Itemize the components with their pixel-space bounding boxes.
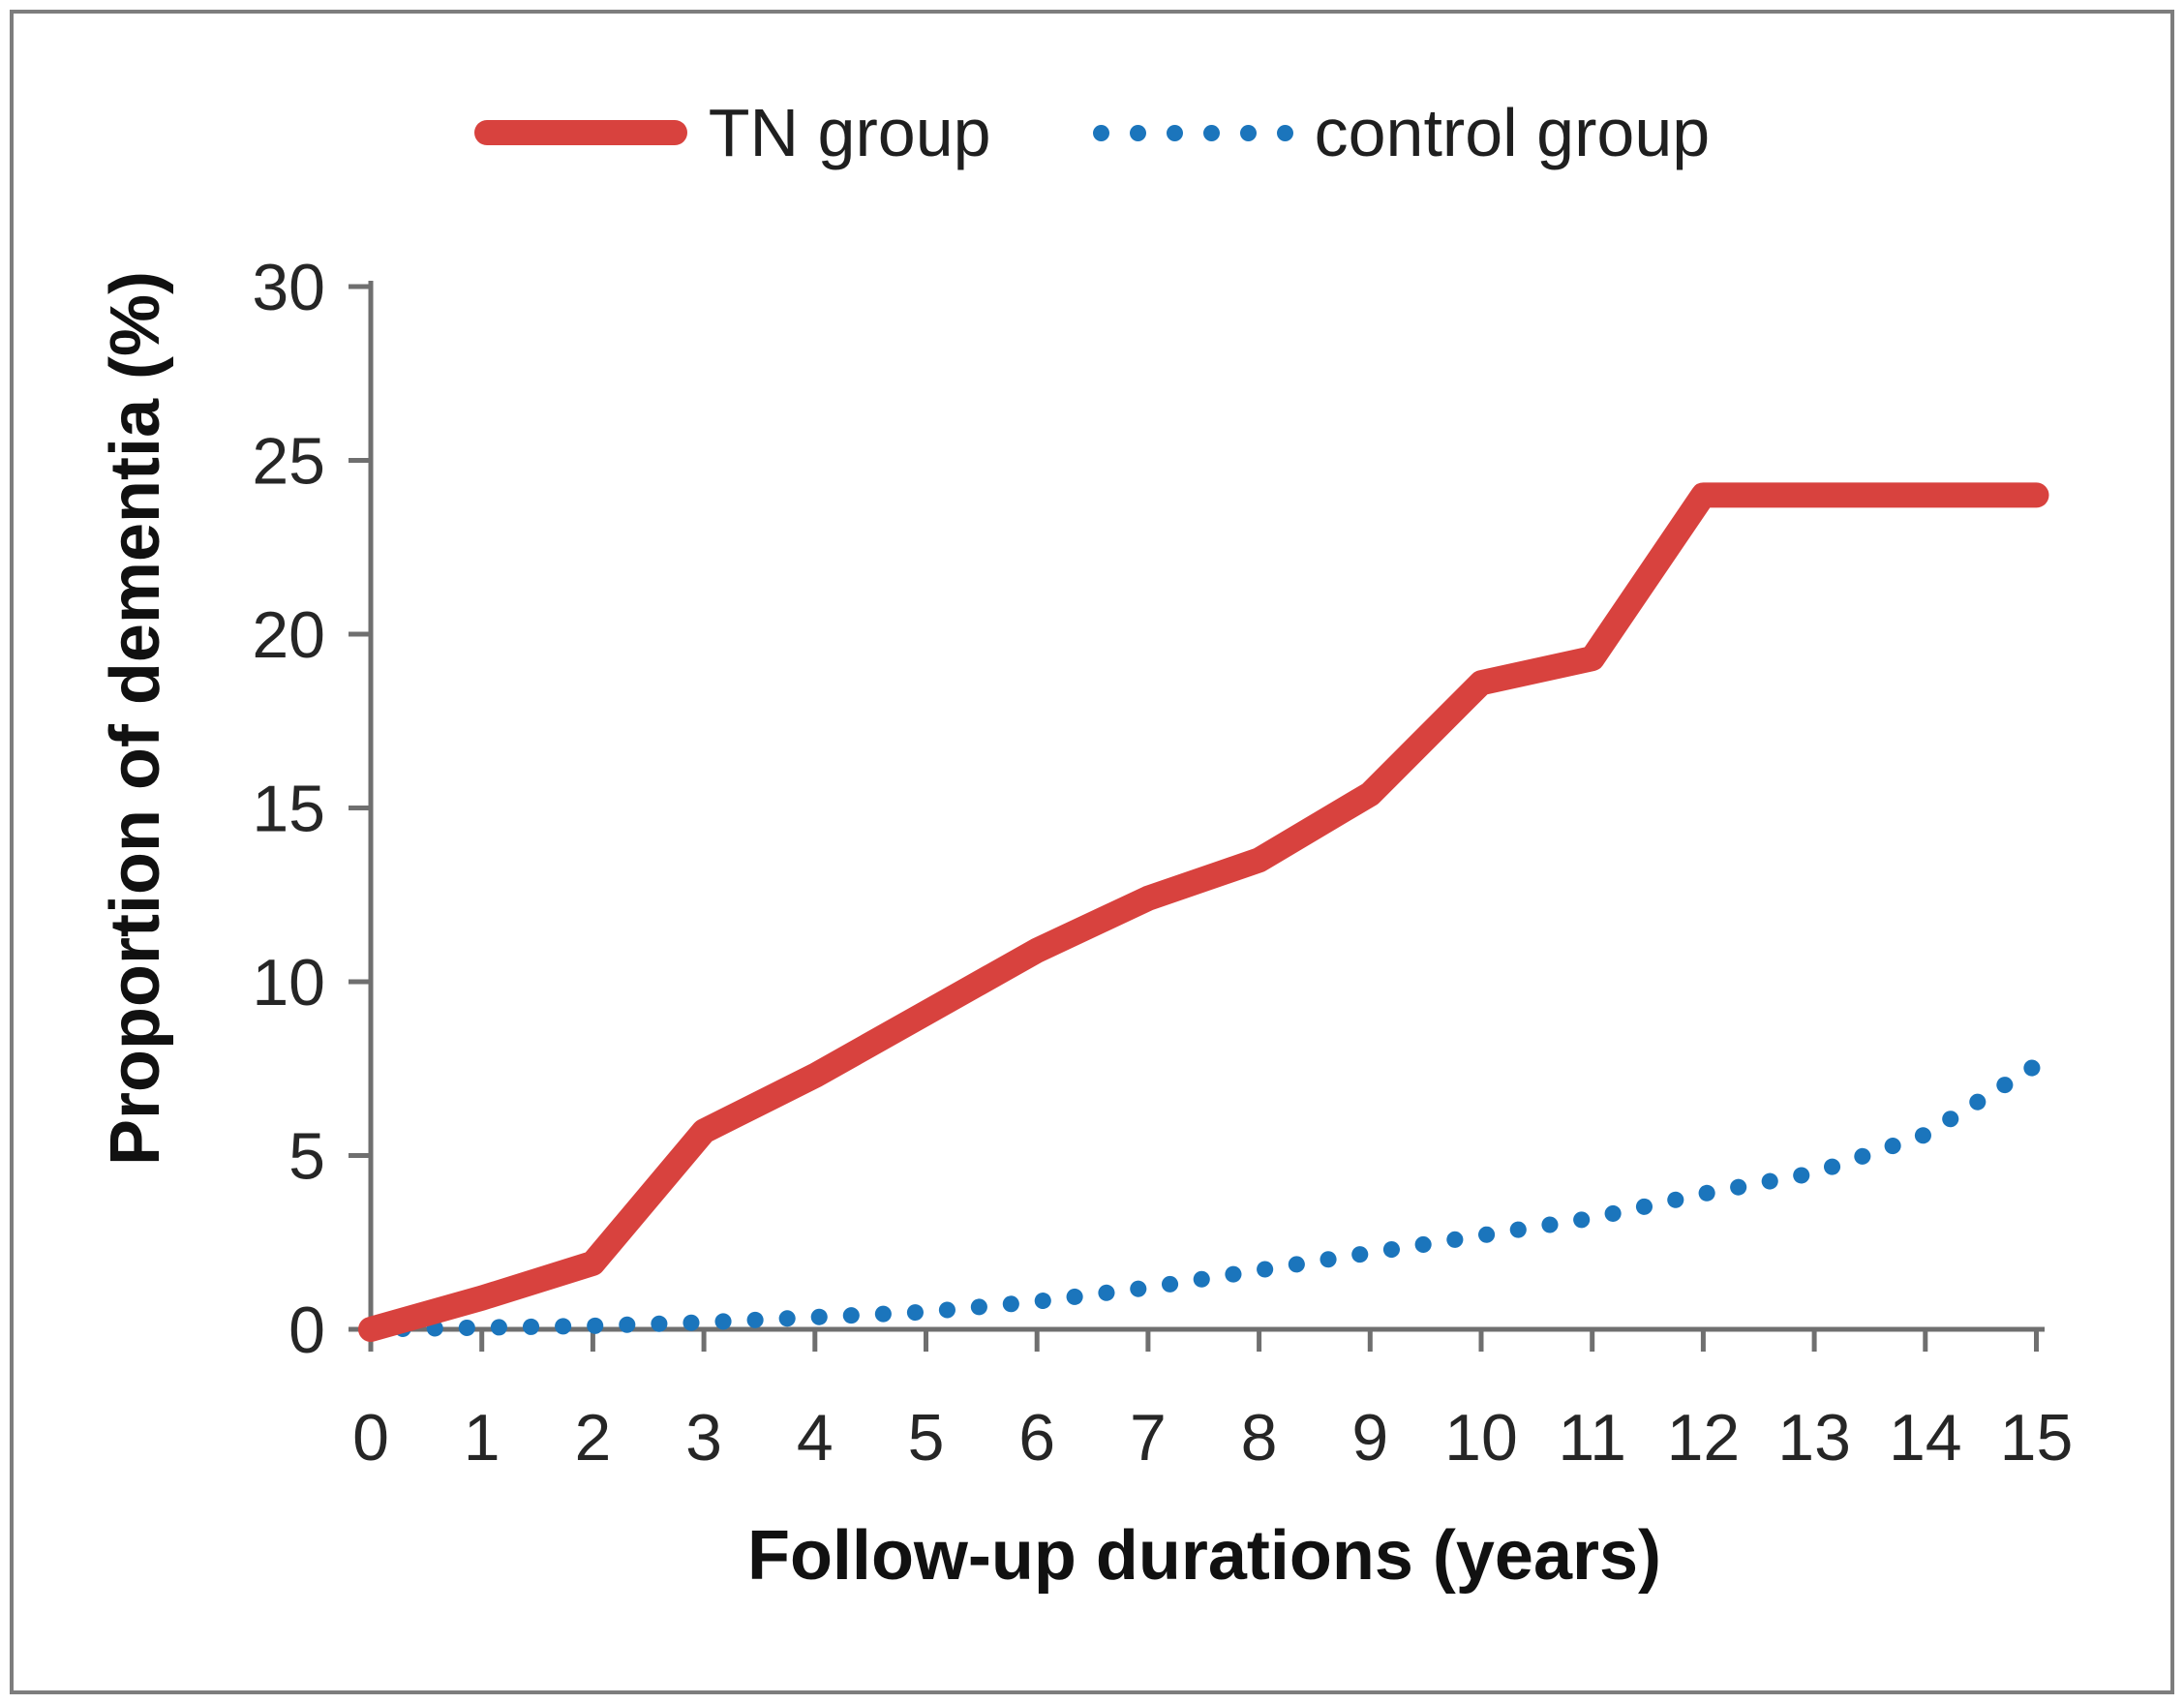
- y-tick-label: 20: [252, 598, 325, 672]
- figure-border: [10, 10, 2174, 1694]
- y-tick-label: 10: [252, 946, 325, 1019]
- legend-item-control-group: control group: [1092, 95, 1711, 170]
- control-dots-swatch: [1092, 124, 1293, 141]
- y-tick-label: 5: [288, 1120, 325, 1194]
- tn-group-line: [358, 482, 2049, 1342]
- x-tick-label: 8: [1241, 1401, 1278, 1475]
- x-tick-label: 10: [1444, 1401, 1518, 1475]
- x-tick-label: 3: [685, 1401, 722, 1475]
- x-tick-label: 14: [1889, 1401, 1962, 1475]
- control-swatch-dot: [1129, 124, 1146, 141]
- legend: TN group control group: [0, 60, 2184, 205]
- x-tick-label: 6: [1018, 1401, 1055, 1475]
- legend-item-tn-group: TN group: [473, 95, 991, 170]
- legend-label-control-group: control group: [1314, 95, 1711, 170]
- tn-line-swatch: [473, 120, 687, 145]
- x-tick-label: 15: [2000, 1401, 2074, 1475]
- control-swatch-dot: [1276, 124, 1293, 141]
- control-swatch-dot: [1092, 124, 1109, 141]
- x-tick-label: 5: [908, 1401, 945, 1475]
- y-tick-label: 0: [288, 1293, 325, 1367]
- x-tick-label: 12: [1667, 1401, 1741, 1475]
- x-tick-label: 9: [1351, 1401, 1388, 1475]
- x-tick-label: 2: [574, 1401, 611, 1475]
- x-axis-title: Follow-up durations (years): [746, 1517, 1662, 1595]
- control-swatch-dot: [1202, 124, 1220, 141]
- control-swatch-dot: [1166, 124, 1183, 141]
- y-tick-label: 15: [252, 773, 325, 846]
- x-tick-label: 4: [797, 1401, 834, 1475]
- x-tick-label: 7: [1130, 1401, 1167, 1475]
- y-tick-label: 30: [252, 251, 325, 324]
- control-group-line: [362, 1056, 2045, 1338]
- x-tick-label: 0: [352, 1401, 389, 1475]
- x-tick-label: 1: [464, 1401, 500, 1475]
- y-tick-label: 25: [252, 425, 325, 499]
- legend-label-tn-group: TN group: [708, 95, 991, 170]
- x-tick-label: 13: [1777, 1401, 1851, 1475]
- x-tick-label: 11: [1558, 1401, 1626, 1475]
- control-swatch-dot: [1239, 124, 1257, 141]
